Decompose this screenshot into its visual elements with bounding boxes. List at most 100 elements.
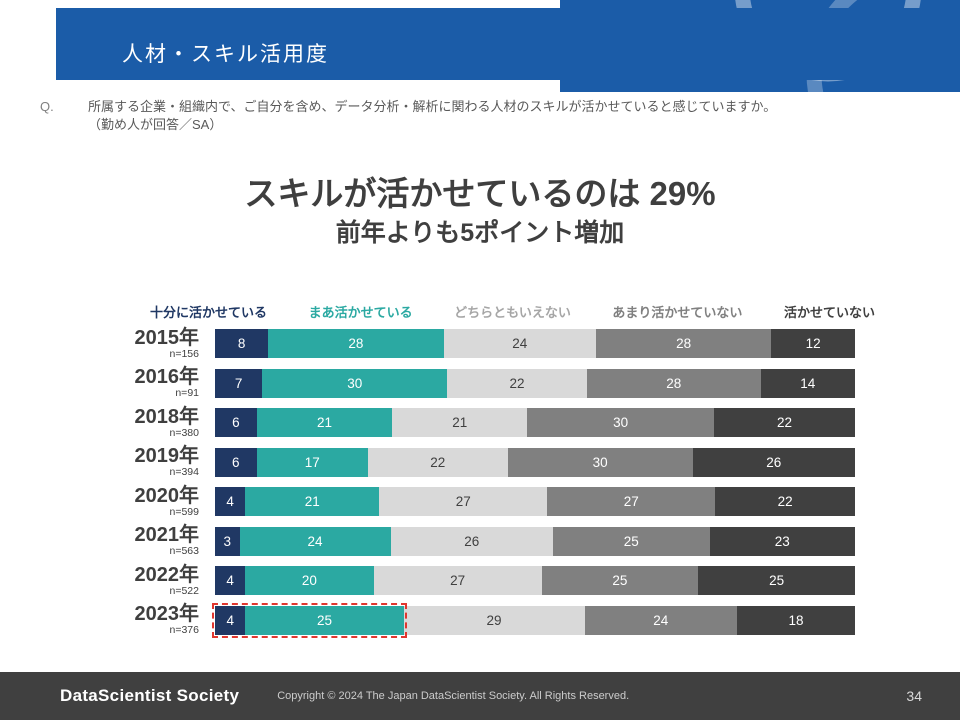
year-label: 2015年 — [134, 326, 200, 349]
bar-segment: 6 — [215, 408, 257, 438]
question-body: 所属する企業・組織内で、ご自分を含め、データ分析・解析に関わる人材のスキルが活か… — [88, 98, 940, 134]
sample-size-label: n=563 — [169, 545, 200, 558]
bar-segment: 12 — [771, 329, 855, 359]
sample-size-label: n=599 — [169, 505, 200, 518]
question-mark-label: Q. — [40, 99, 54, 114]
bar-segment: 28 — [595, 329, 772, 359]
row-label: 2021年 n=563 — [45, 525, 215, 557]
bar-segment: 22 — [714, 408, 856, 438]
question-block: Q. 所属する企業・組織内で、ご自分を含め、データ分析・解析に関わる人材のスキル… — [40, 98, 940, 134]
bar-segment: 28 — [268, 329, 444, 359]
bar-segment: 27 — [547, 487, 716, 517]
sample-size-label: n=376 — [169, 624, 200, 637]
question-text: 所属する企業・組織内で、ご自分を含め、データ分析・解析に関わる人材のスキルが活か… — [88, 99, 777, 114]
year-label: 2019年 — [134, 445, 200, 468]
row-label: 2020年 n=599 — [45, 484, 215, 518]
bar-segment: 14 — [760, 368, 855, 398]
bar-segment: 25 — [698, 566, 855, 596]
stacked-bar: 6 17 22 30 26 — [215, 447, 855, 477]
bar-segment: 4 — [215, 487, 246, 517]
chart-row: 2020年 n=599 4 21 27 27 22 — [45, 482, 855, 522]
sample-size-label: n=156 — [169, 347, 200, 360]
legend-item: 十分に活かせている — [150, 305, 268, 320]
headline-sub: 前年よりも5ポイント増加 — [335, 219, 625, 247]
bar-segment: 26 — [692, 447, 855, 477]
bar-segment: 3 — [215, 526, 240, 556]
bar-segment: 17 — [256, 447, 368, 477]
bar-segment: 29 — [403, 605, 585, 635]
year-label: 2021年 — [134, 524, 200, 547]
chart-row: 2019年 n=394 6 17 22 30 26 — [45, 443, 855, 483]
headline-main: スキルが活かせているのは 29% — [244, 175, 716, 212]
bar-segment: 21 — [256, 408, 393, 438]
legend-item: まあ活かせている — [308, 305, 413, 320]
row-label: 2016年 n=91 — [45, 367, 215, 399]
year-label: 2023年 — [134, 603, 200, 626]
year-label: 2020年 — [134, 484, 200, 507]
bar-segment: 25 — [541, 566, 699, 596]
legend-item: どちらともいえない — [454, 305, 571, 320]
bar-segment: 22 — [447, 368, 587, 398]
row-label: 2015年 n=156 — [45, 326, 215, 360]
bar-segment: 6 — [215, 447, 257, 477]
page-title: 人材・スキル活用度 — [122, 43, 329, 66]
year-label: 2022年 — [134, 563, 200, 586]
sample-size-label: n=522 — [169, 584, 200, 597]
stacked-bar-chart: 2015年 n=156 8 28 24 28 12 2016年 n=91 7 30 22 28 14 201… — [45, 324, 856, 641]
stacked-bar: 4 21 27 27 22 — [215, 487, 855, 517]
chart-row: 2023年 n=376 4 25 29 24 18 — [45, 601, 855, 641]
bar-segment: 21 — [245, 487, 380, 517]
bar-segment: 24 — [443, 329, 596, 359]
bar-segment: 21 — [392, 408, 528, 438]
bar-segment: 27 — [373, 566, 542, 596]
legend-item: あまり活かせていない — [612, 305, 743, 320]
bar-segment: 7 — [215, 368, 263, 398]
chart-legend: 十分に活かせている まあ活かせている どちらともいえない あまり活かせていない 活かせて… — [150, 302, 875, 321]
row-label: 2023年 n=376 — [45, 604, 215, 636]
bar-segment: 26 — [390, 526, 553, 556]
sample-size-label: n=380 — [169, 426, 200, 439]
bar-segment: 4 — [215, 566, 246, 596]
bar-segment: 22 — [715, 487, 855, 517]
headline: スキルが活かせているのは 29% 前年よりも5ポイント増加 — [0, 172, 960, 250]
question-subtext: （勤め人が回答／SA） — [88, 117, 223, 132]
sample-size-label: n=394 — [169, 466, 200, 479]
bar-segment: 28 — [586, 368, 761, 398]
stacked-bar: 4 25 29 24 18 — [212, 602, 855, 638]
year-label: 2016年 — [134, 366, 200, 389]
stacked-bar: 4 20 27 25 25 — [215, 566, 855, 596]
stacked-bar: 7 30 22 28 14 — [215, 368, 855, 398]
bar-segment: 24 — [239, 526, 391, 556]
bar-segment: 30 — [507, 447, 693, 477]
header-band: 人材・スキル活用度 — [56, 8, 960, 80]
bar-segment: 8 — [215, 329, 269, 359]
footer: DataScientist Society Copyright © 2024 T… — [0, 672, 960, 720]
bar-segment: 23 — [709, 526, 855, 556]
bar-segment: 18 — [736, 605, 855, 635]
chart-row: 2015年 n=156 8 28 24 28 12 — [45, 324, 855, 364]
row-label: 2018年 n=380 — [45, 406, 215, 439]
chart-row: 2018年 n=380 6 21 21 30 22 — [45, 403, 856, 443]
highlight-box: 4 25 — [212, 602, 407, 638]
stacked-bar: 3 24 26 25 23 — [215, 526, 855, 556]
bar-segment: 4 — [215, 605, 246, 635]
legend-item: 活かせていない — [783, 305, 875, 320]
bar-segment: 27 — [379, 487, 548, 517]
chart-row: 2016年 n=91 7 30 22 28 14 — [45, 364, 855, 404]
stacked-bar: 6 21 21 30 22 — [215, 408, 856, 438]
bar-segment: 22 — [367, 447, 508, 477]
stacked-bar: 8 28 24 28 12 — [215, 329, 855, 359]
sample-size-label: n=91 — [175, 387, 199, 400]
chart-row: 2021年 n=563 3 24 26 25 23 — [45, 522, 855, 562]
bar-segment: 20 — [245, 566, 374, 596]
page-number: 34 — [906, 688, 922, 704]
footer-logo: DataScientist Society — [60, 686, 240, 705]
chart-row: 2022年 n=522 4 20 27 25 25 — [45, 561, 855, 601]
row-label: 2022年 n=522 — [45, 563, 215, 597]
bar-segment: 30 — [527, 408, 715, 438]
footer-copyright: Copyright © 2024 The Japan DataScientist… — [277, 690, 630, 702]
bar-segment: 24 — [584, 605, 737, 635]
chart-rows: 2015年 n=156 8 28 24 28 12 2016年 n=91 7 30 22 28 14 201… — [45, 324, 856, 641]
row-label: 2019年 n=394 — [45, 446, 215, 478]
